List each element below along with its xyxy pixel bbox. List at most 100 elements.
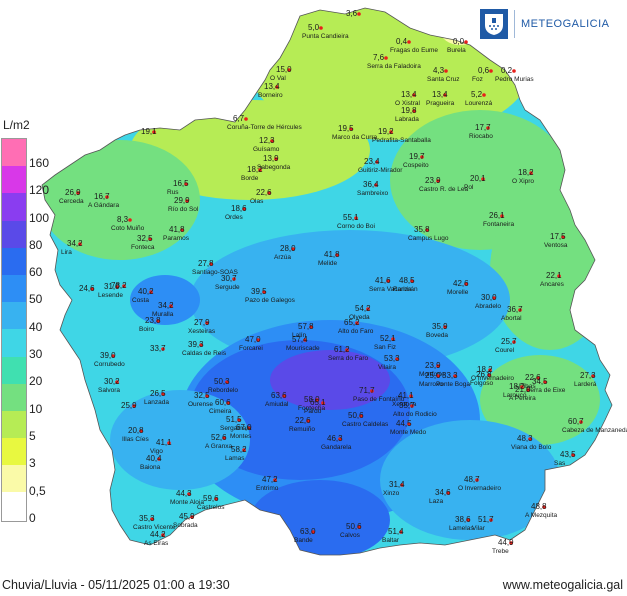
weather-station[interactable]: 44,2As Eiras [144,530,169,547]
weather-station[interactable]: 15,0O Val [270,65,292,82]
weather-station[interactable]: 24,6 [79,284,95,293]
brand[interactable]: METEOGALICIA [480,9,610,39]
weather-station[interactable]: 33,7 [150,344,166,353]
weather-station[interactable]: 19,1 [141,127,157,136]
weather-station[interactable]: 78,2 [111,281,127,290]
weather-station[interactable]: 52,6A Granxa [205,433,232,450]
footer-url[interactable]: www.meteogalicia.gal [502,578,623,592]
weather-station[interactable]: 18,2O Invernadeiro [471,365,514,382]
weather-station[interactable]: 21,0A Pereira [509,385,536,402]
weather-station[interactable]: 3,6 [346,9,361,18]
weather-station[interactable]: 16,7A Gándara [88,192,119,209]
weather-station[interactable]: 48,7O Invernadeiro [458,475,501,492]
